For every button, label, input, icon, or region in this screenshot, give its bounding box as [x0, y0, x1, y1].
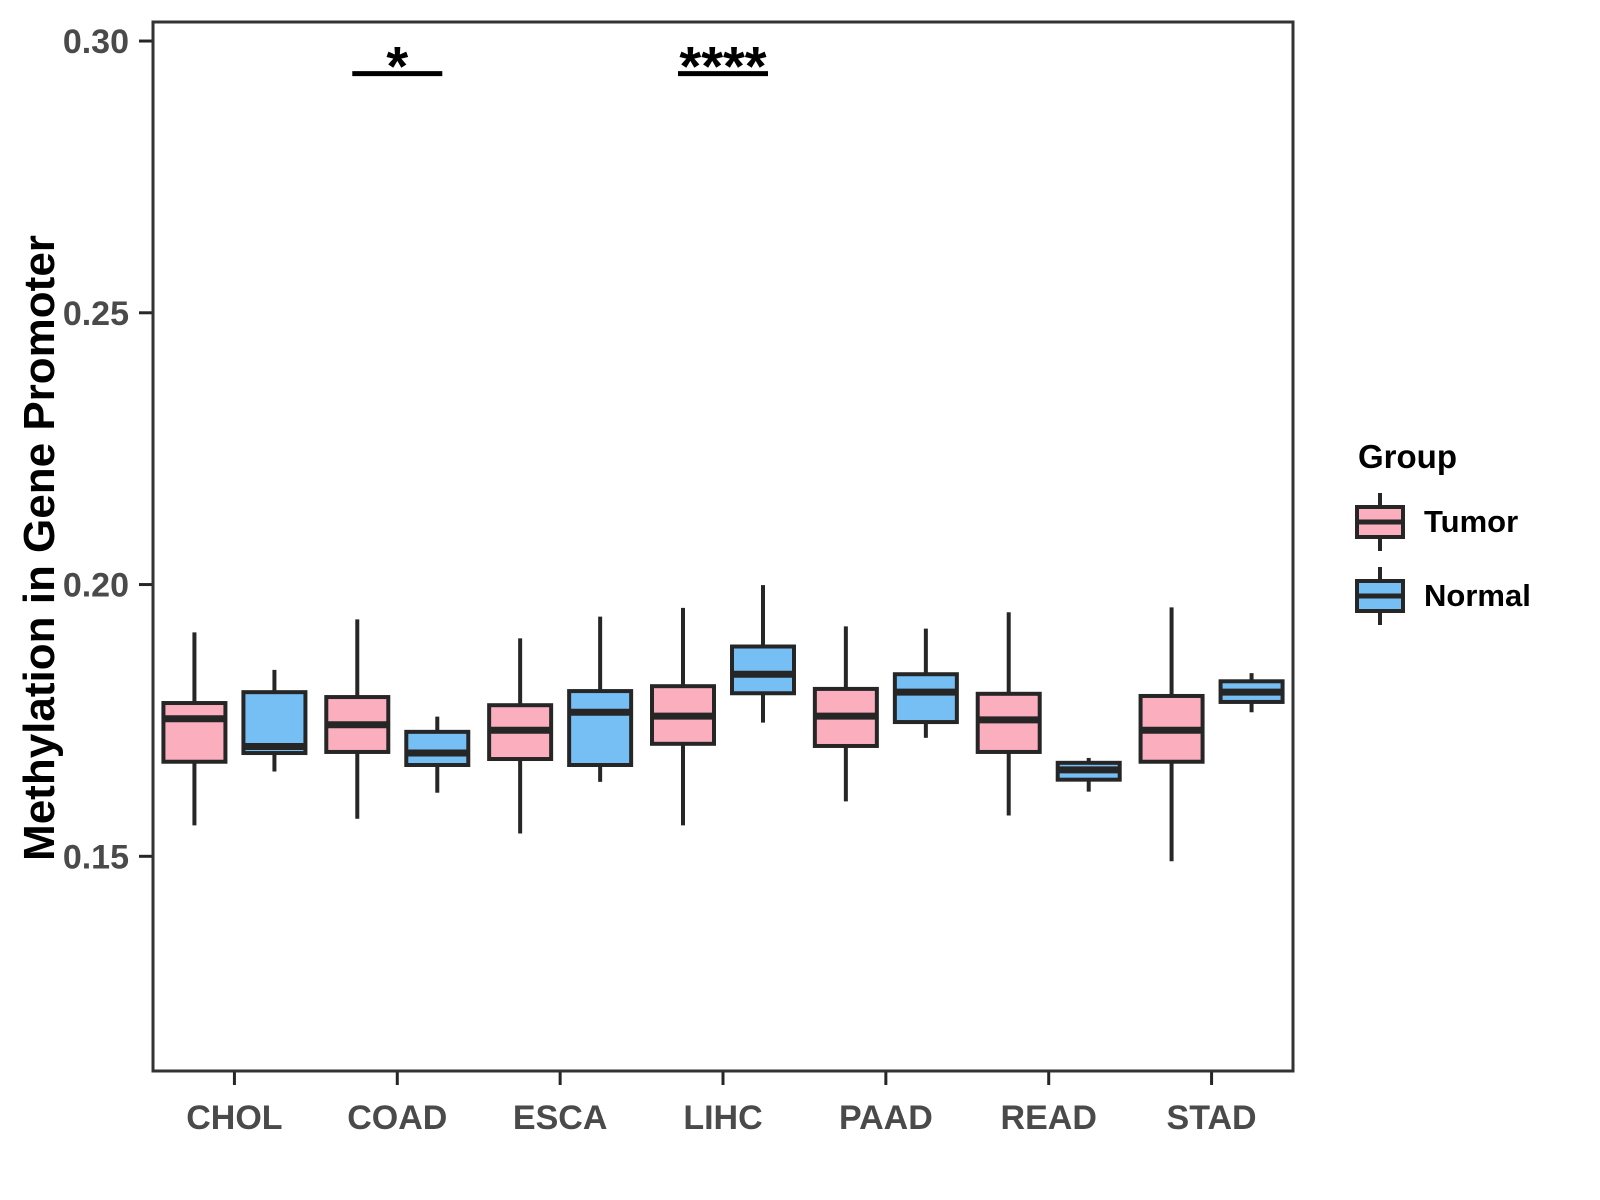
tumor-boxplot-key-icon [1355, 493, 1405, 551]
normal-boxplot-key-icon [1355, 567, 1405, 625]
x-tick-label-coad: COAD [347, 1099, 447, 1137]
x-tick-label-read: READ [1001, 1099, 1097, 1137]
legend-label-tumor: Tumor [1424, 504, 1519, 539]
legend-item-normal: Normal [1352, 564, 1531, 628]
box-normal-chol [241, 690, 308, 756]
significance-stars-lihc: **** [679, 35, 766, 98]
box-normal-coad [404, 729, 471, 767]
x-tick-label-lihc: LIHC [683, 1099, 762, 1137]
legend-title: Group [1358, 438, 1457, 475]
legend: Group Tumor Normal [1352, 438, 1531, 638]
box-normal-lihc [730, 644, 796, 696]
box-normal-paad [892, 672, 959, 725]
y-axis-title: Methylation in Gene Promoter [15, 235, 64, 861]
y-tick-label: 0.30 [63, 23, 129, 61]
legend-label-normal: Normal [1424, 578, 1531, 613]
panel-border [151, 20, 1295, 1073]
y-tick-label: 0.25 [63, 295, 129, 333]
x-tick-label-esca: ESCA [513, 1099, 607, 1137]
legend-item-tumor: Tumor [1352, 490, 1531, 554]
y-tick-label: 0.20 [63, 567, 129, 605]
box-normal-esca [567, 689, 634, 767]
box-tumor-chol [161, 701, 228, 764]
x-tick-label-stad: STAD [1167, 1099, 1257, 1137]
x-tick-label-chol: CHOL [186, 1099, 282, 1137]
significance-stars-coad: * [386, 35, 408, 98]
y-tick-label: 0.15 [63, 838, 129, 876]
x-tick-label-paad: PAAD [839, 1099, 933, 1137]
